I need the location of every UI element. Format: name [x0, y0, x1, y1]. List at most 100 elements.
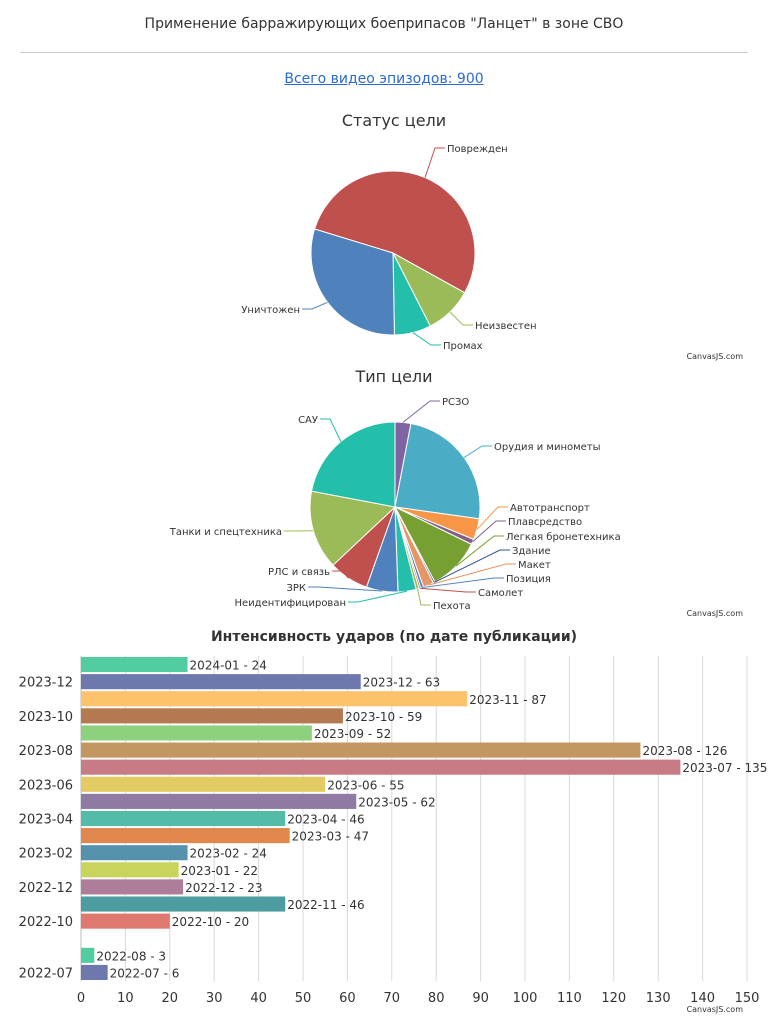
pie-label: Уничтожен — [241, 305, 300, 316]
bar-data-label: 2023-05 - 62 — [358, 795, 435, 809]
bar[interactable] — [81, 691, 468, 707]
pie-label: Легкая бронетехника — [506, 532, 621, 543]
pie-label: Здание — [512, 546, 551, 557]
bar[interactable] — [81, 964, 108, 980]
y-tick-label: 2023-10 — [19, 710, 73, 725]
leader-line — [424, 147, 445, 178]
leader-line — [419, 587, 476, 593]
bar[interactable] — [81, 759, 681, 775]
bar[interactable] — [81, 879, 184, 895]
bar[interactable] — [81, 708, 343, 724]
pie-label: РСЗО — [442, 397, 469, 408]
x-tick-label: 10 — [117, 991, 134, 1006]
pie-slice[interactable] — [394, 422, 481, 520]
leader-line — [472, 520, 506, 543]
watermark: CanvasJS.com — [687, 1005, 744, 1014]
bar[interactable] — [81, 674, 361, 690]
x-tick-label: 140 — [690, 991, 715, 1006]
pie-label: РЛС и связь — [268, 567, 330, 578]
leader-line — [463, 445, 492, 458]
pie-label: Пехота — [433, 601, 471, 612]
y-tick-label: 2023-02 — [19, 847, 73, 862]
bar[interactable] — [81, 828, 290, 844]
x-tick-label: 60 — [339, 991, 356, 1006]
x-tick-label: 30 — [206, 991, 223, 1006]
pie-label: Неизвестен — [475, 321, 537, 332]
bar-data-label: 2022-08 - 3 — [96, 949, 166, 963]
x-tick-label: 110 — [557, 991, 582, 1006]
x-tick-label: 70 — [384, 991, 401, 1006]
bar-data-label: 2023-10 - 59 — [345, 710, 422, 724]
leader-line — [476, 506, 508, 530]
leader-line — [433, 549, 510, 583]
total-episodes-link[interactable]: Всего видео эпизодов: 900 — [284, 71, 484, 87]
bar[interactable] — [81, 657, 188, 673]
bar[interactable] — [81, 947, 95, 963]
leader-line — [428, 563, 516, 586]
bar-data-label: 2024-01 - 24 — [190, 659, 267, 673]
bar-data-label: 2022-11 - 46 — [287, 898, 364, 912]
bar-data-label: 2023-08 - 126 — [642, 744, 727, 758]
bar-data-label: 2023-09 - 52 — [314, 727, 391, 741]
divider — [20, 52, 748, 53]
pie-slice[interactable] — [313, 170, 476, 294]
x-tick-label: 90 — [472, 991, 489, 1006]
pie-label: Неидентифицирован — [235, 598, 346, 609]
type-pie-title: Тип цели — [354, 367, 432, 386]
bar-chart-title: Интенсивность ударов (по дате публикации… — [211, 629, 577, 645]
bar-data-label: 2022-10 - 20 — [172, 915, 249, 929]
x-tick-label: 130 — [646, 991, 671, 1006]
bar[interactable] — [81, 793, 357, 809]
x-tick-label: 100 — [513, 991, 538, 1006]
leader-line — [302, 301, 328, 310]
bar[interactable] — [81, 862, 179, 878]
leader-line — [417, 588, 431, 606]
pie-label: Плавсредство — [508, 517, 582, 528]
x-tick-label: 80 — [428, 991, 445, 1006]
y-tick-label: 2023-06 — [19, 778, 73, 793]
bar-data-label: 2023-07 - 135 — [682, 761, 767, 775]
pie-slice[interactable] — [310, 421, 396, 508]
pie-label: ЗРК — [286, 583, 306, 594]
pie-label: Промах — [443, 341, 483, 352]
leader-line — [412, 332, 441, 346]
y-tick-label: 2022-07 — [19, 966, 73, 981]
pie-label: Танки и спецтехника — [169, 527, 282, 538]
bar[interactable] — [81, 913, 170, 929]
bar-data-label: 2022-12 - 23 — [185, 881, 262, 895]
bar[interactable] — [81, 896, 286, 912]
pie-label: Самолет — [478, 588, 523, 599]
bar[interactable] — [81, 776, 326, 792]
bar-data-label: 2023-03 - 47 — [292, 830, 369, 844]
pie-slice[interactable] — [309, 490, 397, 566]
pie-label: Позиция — [506, 574, 551, 585]
bar-data-label: 2023-01 - 22 — [181, 864, 258, 878]
y-tick-label: 2023-12 — [19, 676, 73, 691]
leader-line — [402, 400, 440, 423]
bar-data-label: 2023-11 - 87 — [469, 693, 546, 707]
pie-label: Автотранспорт — [510, 503, 590, 514]
leader-line — [348, 590, 408, 603]
bar-data-label: 2023-12 - 63 — [363, 676, 440, 690]
bar[interactable] — [81, 742, 641, 758]
bar[interactable] — [81, 810, 286, 827]
leader-line — [449, 311, 473, 326]
y-tick-label: 2023-08 — [19, 744, 73, 759]
pie-label: Орудия и минометы — [494, 442, 601, 453]
bar[interactable] — [81, 725, 312, 741]
x-tick-label: 20 — [162, 991, 179, 1006]
bar[interactable] — [81, 845, 188, 861]
page-title: Применение барражирующих боеприпасов "Ла… — [144, 16, 624, 32]
x-tick-label: 120 — [601, 991, 626, 1006]
leader-line — [308, 586, 383, 592]
bar-data-label: 2023-06 - 55 — [327, 778, 404, 792]
status-pie: Поврежден Неизвестен Промах Уничтожен — [241, 144, 536, 352]
leader-line — [455, 535, 504, 567]
watermark: CanvasJS.com — [687, 352, 744, 361]
y-tick-label: 2022-12 — [19, 881, 73, 896]
pie-label: Макет — [518, 560, 551, 571]
x-tick-label: 50 — [295, 991, 312, 1006]
bar-data-label: 2022-07 - 6 — [110, 966, 180, 980]
pie-slice[interactable] — [310, 228, 395, 336]
leader-line — [332, 570, 349, 579]
